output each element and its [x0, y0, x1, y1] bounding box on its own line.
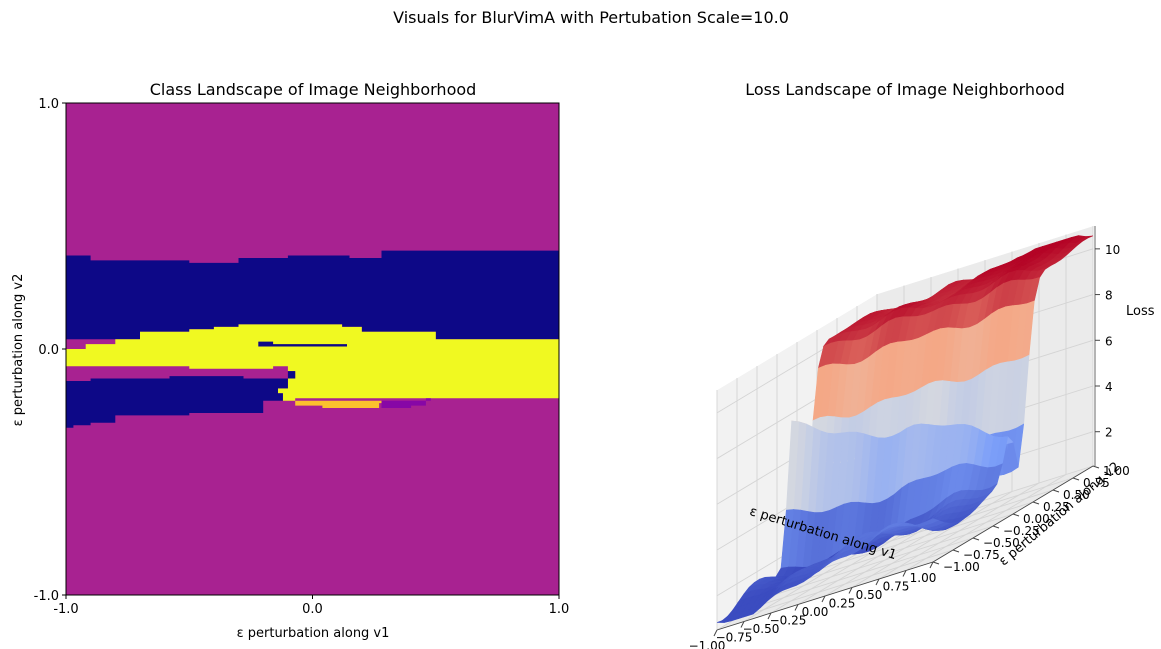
- heatmap-title: Class Landscape of Image Neighborhood: [150, 80, 477, 99]
- y-tick-label: 0.0: [38, 343, 59, 358]
- heatmap-x-ticks: -1.0 0.0 1.0: [53, 595, 569, 617]
- class-region-0: [66, 250, 559, 340]
- surface-z-tick-label: 2: [1105, 426, 1113, 440]
- surface-y-tick-mark: [932, 561, 940, 565]
- heatmap-class-regions: [66, 250, 559, 428]
- surface-x-tick-label: 1.00: [910, 571, 937, 585]
- surface-x-tick-mark: [740, 621, 745, 628]
- surface-x-tick-label: −0.75: [716, 631, 753, 645]
- surface-z-tick-label: 6: [1105, 334, 1113, 348]
- surface-gridline: [816, 501, 1034, 571]
- surface-y-tick-label: −0.75: [963, 548, 1000, 562]
- heatmap-y-ticks: -1.0 0.0 1.0: [34, 97, 66, 604]
- surface-y-tick-label: 0.75: [1083, 476, 1110, 490]
- surface-x-tick-label: −0.25: [770, 614, 807, 628]
- y-tick-label: 1.0: [38, 97, 59, 112]
- loss-surface: [716, 235, 1094, 623]
- x-tick-label: 1.0: [549, 602, 570, 617]
- surface-x-tick-label: −1.00: [689, 639, 726, 649]
- surface-y-tick-label: −0.25: [1003, 524, 1040, 538]
- surface-y-tick-mark: [1092, 465, 1100, 469]
- surface-y-tick-mark: [972, 537, 980, 541]
- surface-title: Loss Landscape of Image Neighborhood: [745, 80, 1065, 99]
- surface-x-tick-label: 0.00: [802, 605, 829, 619]
- surface-y-tick-label: 1.00: [1103, 464, 1130, 478]
- surface-y-tick-label: 0.25: [1043, 500, 1070, 514]
- surface-x-tick-mark: [902, 570, 907, 577]
- class-landscape-chart: Class Landscape of Image Neighborhood -1…: [11, 80, 569, 641]
- class-region-5: [381, 398, 431, 408]
- surface-patch: [716, 619, 730, 623]
- surface-x-tick-mark: [875, 578, 880, 586]
- heatmap-x-label: ε perturbation along v1: [237, 626, 390, 641]
- surface-gridline: [851, 491, 1013, 588]
- surface-x-tick-label: 0.75: [883, 580, 910, 594]
- loss-landscape-chart: Loss Landscape of Image Neighborhood −1.…: [689, 80, 1155, 649]
- surface-z-tick-label: 8: [1105, 289, 1113, 303]
- surface-x-tick-mark: [929, 561, 934, 569]
- surface-y-tick-label: −0.50: [983, 536, 1020, 550]
- heatmap-y-label: ε perturbation along v2: [11, 274, 26, 427]
- class-region-4: [295, 400, 382, 408]
- surface-y-tick-mark: [1052, 489, 1060, 493]
- surface-z-ticks: 2 4 6 8 10: [1095, 243, 1120, 440]
- surface-y-tick-mark: [1012, 513, 1020, 517]
- surface-gridline: [796, 513, 1014, 583]
- x-tick-label: -1.0: [53, 602, 78, 617]
- figure-suptitle: Visuals for BlurVimA with Pertubation Sc…: [393, 8, 789, 27]
- surface-x-tick-mark: [794, 604, 799, 611]
- x-tick-label: 0.0: [302, 602, 323, 617]
- surface-y-tick-label: −1.00: [943, 560, 980, 574]
- surface-x-ticks: −1.00−0.75−0.50−0.250.000.250.500.751.00: [689, 561, 937, 649]
- surface-y-tick-mark: [1032, 501, 1040, 505]
- surface-x-tick-mark: [821, 595, 826, 603]
- class-region-2: [258, 341, 347, 347]
- surface-x-tick-mark: [848, 587, 853, 594]
- surface-z-label: Loss: [1126, 304, 1155, 319]
- surface-y-tick-mark: [992, 525, 1000, 529]
- y-tick-label: -1.0: [34, 589, 59, 604]
- surface-y-tick-label: 0.50: [1063, 488, 1090, 502]
- surface-gridline: [905, 474, 1067, 571]
- surface-x-tick-mark: [767, 612, 772, 620]
- surface-z-tick-label: 10: [1105, 243, 1120, 257]
- surface-y-tick-mark: [1072, 477, 1080, 481]
- surface-z-tick-label: 4: [1105, 380, 1113, 394]
- surface-x-tick-mark: [713, 629, 718, 637]
- surface-y-tick-mark: [952, 549, 960, 553]
- surface-x-tick-label: 0.25: [829, 597, 856, 611]
- surface-y-tick-label: 0.00: [1023, 512, 1050, 526]
- class-region-1: [66, 324, 559, 401]
- surface-x-tick-label: 0.50: [856, 588, 883, 602]
- surface-y-ticks: −1.00−0.75−0.50−0.250.000.250.500.751.00: [932, 464, 1130, 574]
- class-region-3: [66, 371, 296, 428]
- surface-gridline: [878, 482, 1040, 580]
- surface-x-tick-label: −0.50: [743, 622, 780, 636]
